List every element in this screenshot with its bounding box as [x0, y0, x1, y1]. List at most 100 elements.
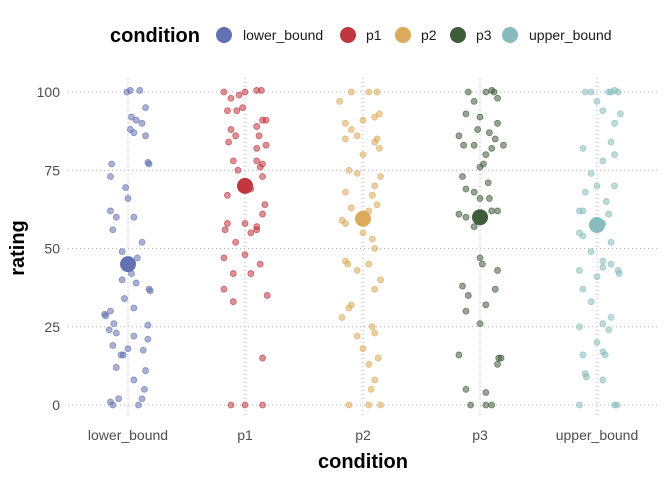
data-point: [347, 204, 355, 212]
data-point: [601, 351, 609, 359]
data-point: [144, 321, 152, 329]
data-point: [365, 260, 373, 268]
data-point: [593, 182, 601, 190]
data-point: [124, 345, 132, 353]
data-point: [227, 126, 235, 133]
data-point: [256, 260, 264, 268]
data-point: [459, 282, 466, 290]
data-point: [470, 188, 478, 196]
data-point: [581, 188, 589, 196]
data-point: [142, 104, 149, 112]
data-point: [130, 332, 138, 340]
data-point: [235, 91, 243, 99]
data-point: [359, 151, 367, 159]
data-point: [602, 198, 610, 205]
data-point: [470, 223, 478, 230]
data-point: [342, 135, 349, 143]
data-point: [232, 238, 240, 246]
data-point: [587, 169, 595, 177]
data-point: [607, 238, 615, 246]
data-point: [490, 88, 498, 96]
data-point: [107, 398, 114, 406]
data-point: [259, 354, 266, 362]
data-point: [460, 141, 468, 149]
data-point: [359, 229, 367, 237]
legend-swatch: [450, 27, 466, 43]
data-point: [367, 385, 375, 393]
mean-point: [120, 256, 136, 273]
mean-point: [472, 209, 488, 226]
data-point: [112, 213, 120, 221]
data-point: [371, 113, 379, 121]
data-point: [108, 160, 116, 168]
data-point: [347, 126, 355, 133]
data-point: [262, 141, 270, 149]
x-tick-label: p2: [355, 427, 371, 443]
data-point: [365, 401, 373, 409]
data-point: [462, 185, 470, 193]
data-point: [499, 141, 507, 149]
data-point: [229, 298, 237, 306]
y-axis-title: rating: [7, 220, 29, 276]
data-point: [118, 276, 126, 284]
data-point: [138, 395, 146, 403]
data-point: [229, 270, 237, 277]
data-point: [494, 267, 501, 274]
data-point: [377, 276, 384, 284]
data-point: [224, 191, 231, 199]
data-point: [253, 123, 261, 130]
data-point: [491, 285, 499, 293]
legend-label: lower_bound: [243, 27, 323, 43]
data-point: [611, 182, 618, 190]
data-point: [128, 113, 135, 121]
data-point: [142, 132, 149, 140]
data-point: [480, 160, 487, 168]
data-point: [470, 97, 478, 105]
data-point: [455, 351, 463, 359]
data-point: [593, 97, 601, 105]
data-point: [617, 110, 624, 118]
data-point: [239, 104, 247, 112]
data-point: [476, 320, 484, 328]
x-tick-label: lower_bound: [88, 427, 168, 443]
legend-swatch: [216, 27, 232, 43]
data-point: [146, 287, 154, 295]
data-point: [107, 207, 114, 215]
data-point: [221, 226, 229, 234]
data-point: [263, 292, 271, 299]
data-point: [485, 195, 493, 202]
data-point: [105, 326, 113, 334]
data-point: [462, 385, 470, 393]
data-point: [338, 313, 346, 321]
data-point: [494, 360, 501, 368]
data-point: [130, 129, 138, 137]
data-point: [225, 138, 233, 146]
data-point: [359, 345, 367, 353]
data-point: [371, 138, 379, 146]
data-point: [115, 395, 123, 403]
data-point: [377, 401, 384, 409]
data-point: [247, 270, 255, 277]
data-point: [599, 320, 607, 328]
data-point: [371, 285, 379, 293]
data-point: [579, 232, 587, 240]
data-point: [359, 116, 367, 124]
data-point: [109, 226, 117, 234]
data-point: [107, 307, 114, 315]
data-point: [579, 207, 587, 215]
legend-title: condition: [110, 25, 200, 47]
data-point: [587, 88, 595, 96]
data-point: [576, 401, 583, 409]
data-point: [374, 354, 382, 362]
data-point: [257, 87, 265, 94]
data-point: [377, 173, 384, 180]
data-point: [462, 213, 470, 221]
data-point: [233, 107, 241, 115]
data-point: [494, 119, 501, 127]
data-point: [234, 166, 242, 174]
data-point: [107, 173, 114, 180]
data-point: [368, 191, 376, 199]
data-point: [142, 367, 149, 374]
data-point: [474, 126, 482, 133]
data-point: [371, 182, 379, 190]
